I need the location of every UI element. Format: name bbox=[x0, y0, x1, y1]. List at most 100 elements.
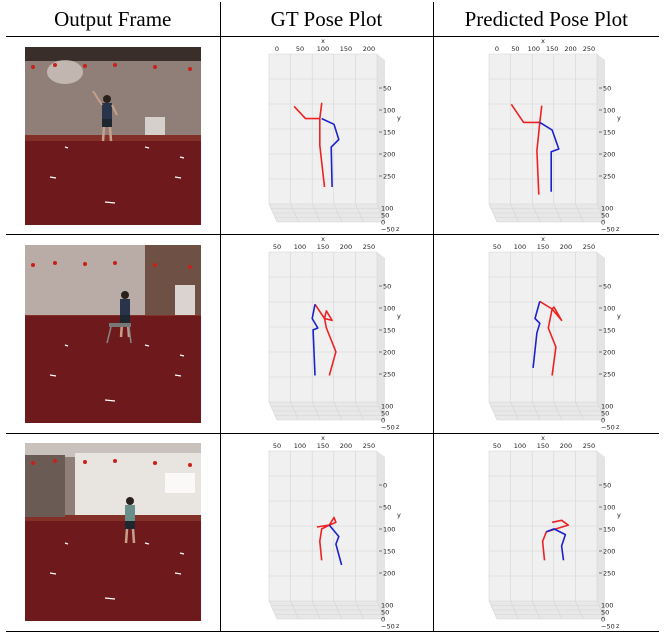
gt-pose-cell: x05010015020050100150200250y100500−50−10… bbox=[219, 36, 433, 236]
x-tick-label: 150 bbox=[537, 243, 549, 251]
y-tick-label: 100 bbox=[383, 525, 395, 533]
z-tick-label: −50 bbox=[601, 622, 615, 630]
right-limbs-blue bbox=[545, 527, 566, 561]
left-limbs-red bbox=[510, 104, 543, 195]
gt-pose-plot: x5010015020025050100150200250y100500−50−… bbox=[268, 236, 401, 432]
x-tick-label: 50 bbox=[273, 442, 281, 450]
y-tick-label: 200 bbox=[383, 151, 395, 159]
y-tick-label: 150 bbox=[383, 327, 395, 335]
z-tick-label: 0 bbox=[381, 417, 385, 425]
y-tick-label: 250 bbox=[383, 173, 395, 181]
y-tick-label: 150 bbox=[383, 547, 395, 555]
person-figure bbox=[106, 290, 132, 344]
gt-pose-plot: x05010015020050100150200250y100500−50−10… bbox=[268, 38, 401, 234]
z-tick-label: 100 bbox=[381, 403, 393, 411]
z-tick-label: −100 bbox=[601, 233, 619, 234]
x-tick-label: 50 bbox=[296, 45, 304, 53]
z-tick-label: 0 bbox=[601, 615, 605, 623]
x-tick-label: 150 bbox=[546, 45, 558, 53]
z-tick-label: 50 bbox=[601, 212, 609, 220]
gt-pose-cell: x5010015020025050100150200250y100500−50−… bbox=[219, 234, 433, 434]
z-tick-label: 0 bbox=[381, 615, 385, 623]
y-tick-label: 200 bbox=[603, 547, 615, 555]
x-tick-label: 150 bbox=[340, 45, 352, 53]
output-frame-image bbox=[24, 244, 201, 423]
output-frame-image bbox=[24, 443, 201, 622]
y-tick-label: 200 bbox=[603, 349, 615, 357]
y-tick-label: 100 bbox=[603, 305, 615, 313]
y-axis-label: y bbox=[617, 511, 621, 519]
z-axis-label: z bbox=[616, 423, 620, 431]
predicted-pose-plot: x5010015020025050100150200250y100500−50−… bbox=[488, 435, 621, 630]
x-tick-label: 100 bbox=[514, 442, 526, 450]
z-tick-label: −100 bbox=[381, 233, 399, 234]
y-tick-label: 50 bbox=[383, 85, 391, 93]
z-tick-label: 0 bbox=[381, 219, 385, 227]
z-tick-label: 100 bbox=[381, 601, 393, 609]
x-tick-label: 150 bbox=[317, 243, 329, 251]
y-axis-label: y bbox=[617, 114, 621, 122]
y-tick-label: 100 bbox=[603, 107, 615, 115]
y-tick-label: 50 bbox=[603, 481, 611, 489]
y-tick-label: 100 bbox=[603, 503, 615, 511]
left-limbs-red bbox=[541, 519, 569, 561]
x-tick-label: 250 bbox=[583, 45, 595, 53]
z-tick-label: −50 bbox=[381, 424, 395, 432]
y-tick-label: 0 bbox=[383, 481, 387, 489]
z-tick-label: −100 bbox=[381, 431, 399, 432]
y-tick-label: 50 bbox=[603, 85, 611, 93]
x-tick-label: 100 bbox=[294, 442, 306, 450]
y-axis-label: y bbox=[617, 312, 621, 320]
z-tick-label: −50 bbox=[381, 226, 395, 234]
y-tick-label: 250 bbox=[603, 371, 615, 379]
x-tick-label: 250 bbox=[363, 243, 375, 251]
y-tick-label: 150 bbox=[383, 129, 395, 137]
x-tick-label: 0 bbox=[275, 45, 279, 53]
left-limbs-red bbox=[293, 102, 326, 188]
z-tick-label: 100 bbox=[601, 403, 613, 411]
results-table: Output Frame GT Pose Plot Predicted Pose… bbox=[6, 2, 659, 633]
z-axis-label: z bbox=[396, 225, 400, 233]
right-limbs-blue bbox=[532, 301, 541, 369]
x-tick-label: 250 bbox=[363, 442, 375, 450]
z-axis-label: z bbox=[396, 622, 400, 630]
result-row: x05010015020050100150200250y100500−50−10… bbox=[6, 36, 659, 236]
z-tick-label: 50 bbox=[381, 410, 389, 418]
z-tick-label: 100 bbox=[601, 205, 613, 213]
z-tick-label: −50 bbox=[381, 622, 395, 630]
y-tick-label: 200 bbox=[383, 349, 395, 357]
output-frame-cell bbox=[6, 433, 220, 633]
z-axis-label: z bbox=[616, 622, 620, 630]
x-tick-label: 50 bbox=[493, 243, 501, 251]
right-limbs-blue bbox=[539, 121, 560, 192]
x-tick-label: 200 bbox=[340, 243, 352, 251]
x-axis-label: x bbox=[541, 435, 545, 442]
left-limbs-red bbox=[316, 516, 337, 561]
header-gt-pose-plot: GT Pose Plot bbox=[219, 2, 433, 37]
predicted-pose-plot: x0 50 100 150 200 25050100150200250y100500−50… bbox=[488, 38, 621, 234]
x-tick-label: 250 bbox=[583, 243, 595, 251]
z-axis-label: z bbox=[616, 225, 620, 233]
header-row: Output Frame GT Pose Plot Predicted Pose… bbox=[6, 2, 659, 37]
person-figure bbox=[124, 497, 135, 544]
y-tick-label: 50 bbox=[603, 283, 611, 291]
y-tick-label: 150 bbox=[603, 129, 615, 137]
x-tick-label: 0 bbox=[495, 45, 499, 53]
predicted-pose-cell: x5010015020025050100150200250y100500−50−… bbox=[432, 234, 659, 434]
z-tick-label: −50 bbox=[601, 424, 615, 432]
z-tick-label: −100 bbox=[601, 431, 619, 432]
x-tick-label: 150 bbox=[537, 442, 549, 450]
y-tick-label: 250 bbox=[383, 371, 395, 379]
header-output-frame: Output Frame bbox=[6, 2, 220, 37]
header-predicted-pose-plot: Predicted Pose Plot bbox=[432, 2, 659, 37]
x-axis-label: x bbox=[541, 38, 545, 45]
output-frame-image bbox=[24, 46, 201, 225]
x-tick-label: 250 bbox=[583, 442, 595, 450]
result-row: x50100150200250050100150200y100500−50−10… bbox=[6, 433, 659, 633]
y-tick-label: 200 bbox=[603, 151, 615, 159]
z-axis-label: z bbox=[396, 423, 400, 431]
z-tick-label: 50 bbox=[381, 608, 389, 616]
gt-pose-cell: x50100150200250050100150200y100500−50−10… bbox=[219, 433, 433, 633]
x-axis-label: x bbox=[321, 435, 325, 442]
x-tick-label: 50 bbox=[273, 243, 281, 251]
